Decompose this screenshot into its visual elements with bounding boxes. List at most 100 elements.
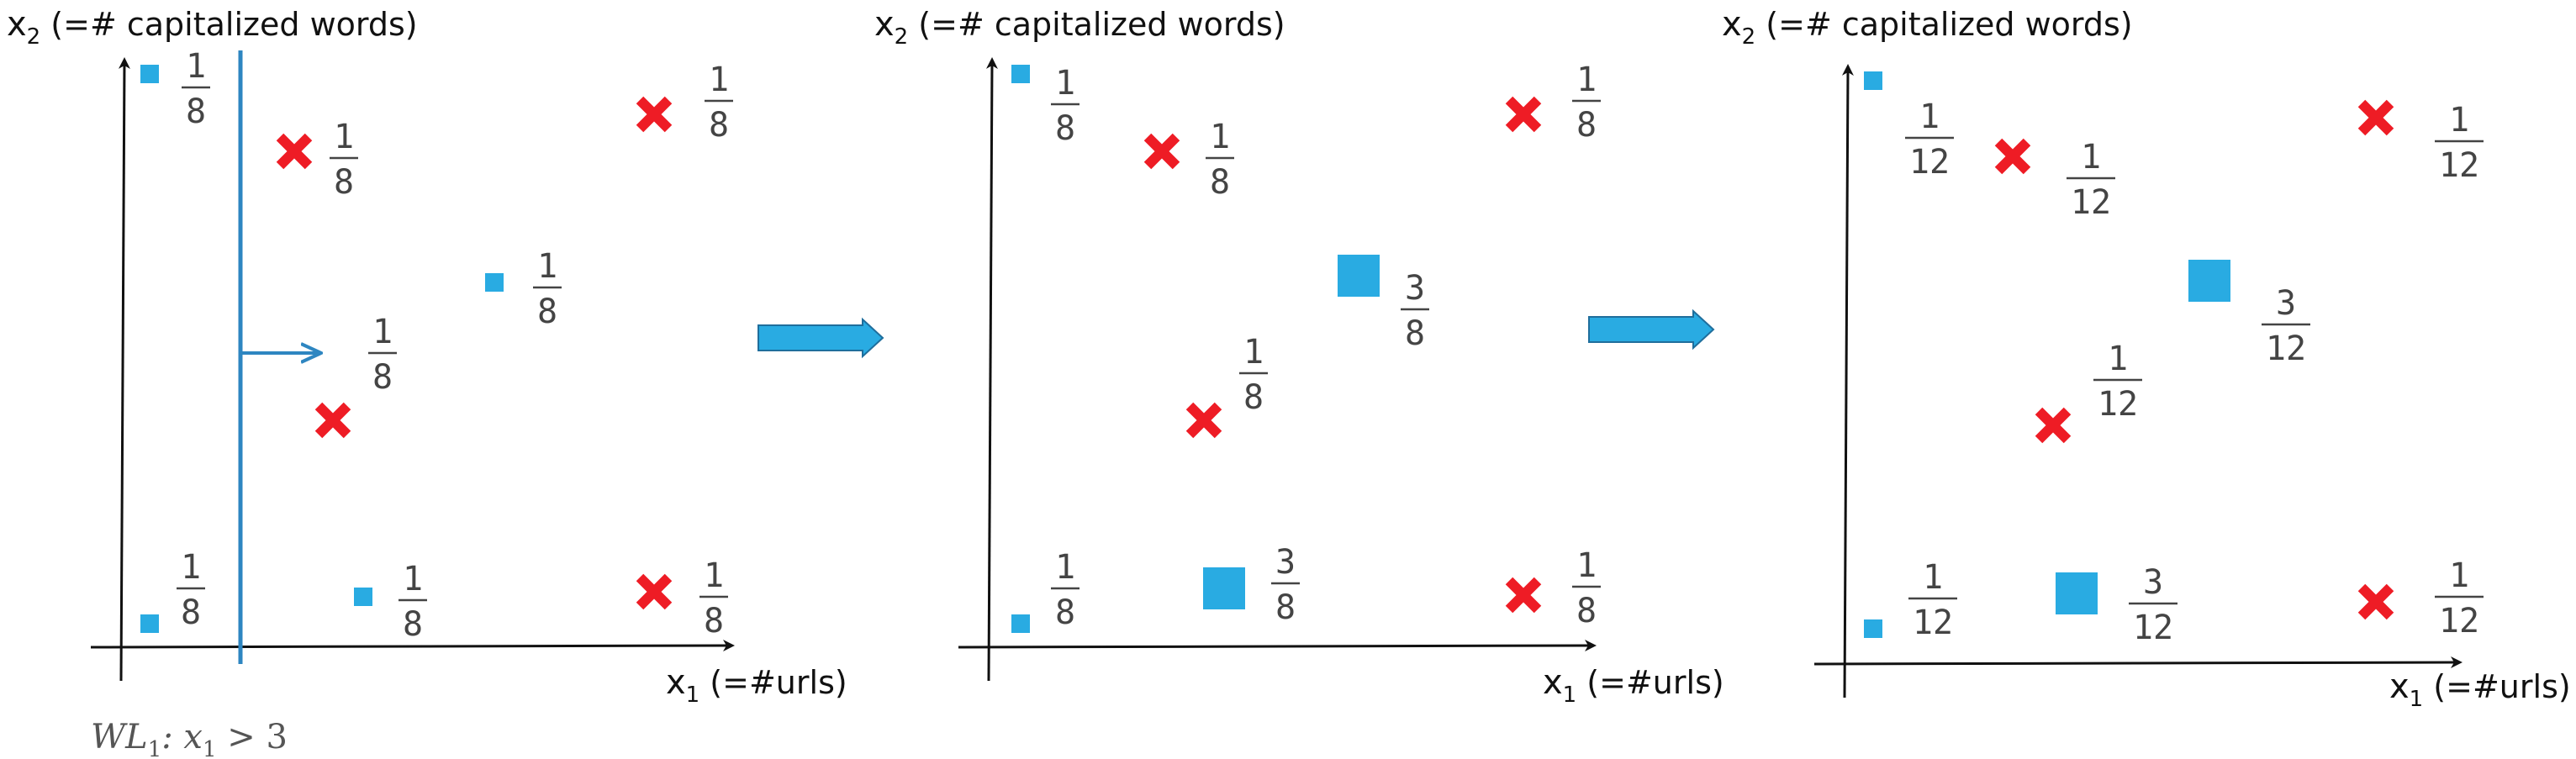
cross-stroke-b xyxy=(1185,402,1222,439)
panel-3-positive-point-1 xyxy=(1864,71,1882,90)
weight-denominator: 12 xyxy=(1909,143,1950,182)
weight-numerator: 1 xyxy=(537,247,557,286)
weight-denominator: 12 xyxy=(2071,183,2111,222)
weight-denominator: 12 xyxy=(2098,385,2138,424)
weight-denominator: 12 xyxy=(2133,609,2173,647)
panel-1-weight-1: 18 xyxy=(182,47,210,131)
weight-denominator: 8 xyxy=(1405,314,1425,353)
weight-denominator: 8 xyxy=(1576,592,1597,630)
weak-learner-label: WL1: x1 > 3 xyxy=(91,718,288,759)
weight-numerator: 3 xyxy=(1275,543,1296,582)
weight-numerator: 1 xyxy=(1923,558,1943,597)
panel-3-negative-point-8 xyxy=(2357,583,2394,620)
weight-numerator: 1 xyxy=(186,47,206,86)
panel-2-positive-point-1 xyxy=(1011,65,1030,83)
panel-3-positive-point-7 xyxy=(2056,572,2098,614)
weight-numerator: 1 xyxy=(1243,333,1264,372)
panel-3-weight-1: 112 xyxy=(1905,98,1954,182)
cross-stroke-b xyxy=(2357,99,2394,136)
panel-1-weight-3: 18 xyxy=(368,313,397,397)
panel-3-weight-8: 112 xyxy=(2435,556,2484,640)
panel-2-weight-5: 18 xyxy=(1572,61,1601,145)
weight-denominator: 8 xyxy=(709,106,729,145)
panel-2-weight-7: 38 xyxy=(1271,543,1300,627)
transition-arrow-2 xyxy=(1588,308,1715,351)
panel-3-positive-point-4 xyxy=(2188,260,2230,302)
cross-stroke-b xyxy=(276,133,313,170)
cross-stroke-b xyxy=(636,573,673,610)
panel-1-weight-2: 18 xyxy=(330,118,358,202)
cross-stroke-b xyxy=(314,402,351,439)
weight-denominator: 8 xyxy=(1576,106,1597,145)
panel-2-weight-6: 18 xyxy=(1051,548,1079,632)
weight-denominator: 8 xyxy=(704,602,724,640)
weight-numerator: 1 xyxy=(709,61,729,99)
weight-denominator: 8 xyxy=(372,358,393,397)
cross-stroke-b xyxy=(636,96,673,133)
panel-1-weight-4: 18 xyxy=(533,247,562,331)
panel-3-y-axis xyxy=(1841,64,1854,698)
panel-3-y-axis-label: x2 (=# capitalized words) xyxy=(1722,5,2133,50)
weight-numerator: 1 xyxy=(181,548,201,587)
weight-denominator: 8 xyxy=(1210,163,1230,202)
panel-1-x-axis xyxy=(90,640,735,652)
panel-2-negative-point-2 xyxy=(1143,133,1180,170)
panel-1-negative-point-2 xyxy=(276,133,313,170)
weight-denominator: 8 xyxy=(181,593,201,632)
weight-numerator: 1 xyxy=(2108,340,2128,378)
panel-3-weight-7: 312 xyxy=(2129,563,2177,647)
weight-denominator: 8 xyxy=(537,293,557,331)
weight-numerator: 1 xyxy=(2449,101,2469,140)
weight-numerator: 1 xyxy=(403,560,423,598)
weight-denominator: 12 xyxy=(2439,602,2479,640)
panel-2-positive-point-4 xyxy=(1338,255,1380,297)
panel-3-x-axis-label: x1 (=#urls) xyxy=(2389,667,2571,712)
panel-2-negative-point-5 xyxy=(1505,96,1542,133)
panel-2-weight-2: 18 xyxy=(1206,118,1234,202)
weight-numerator: 1 xyxy=(334,118,354,156)
weight-numerator: 1 xyxy=(1576,61,1597,99)
weight-numerator: 1 xyxy=(372,313,393,351)
weight-numerator: 3 xyxy=(2276,284,2296,323)
weight-numerator: 1 xyxy=(1210,118,1230,156)
panel-3-weight-2: 112 xyxy=(2067,138,2115,222)
panel-1-negative-point-5 xyxy=(636,96,673,133)
weight-numerator: 1 xyxy=(1919,98,1940,136)
panel-1-y-axis-label: x2 (=# capitalized words) xyxy=(7,5,418,50)
weight-denominator: 8 xyxy=(186,92,206,131)
panel-3-weight-4: 312 xyxy=(2262,284,2310,368)
panel-1-weight-5: 18 xyxy=(705,61,733,145)
panel-2-weight-1: 18 xyxy=(1051,64,1079,148)
panel-3-weight-3: 112 xyxy=(2093,340,2142,424)
panel-2-weight-8: 18 xyxy=(1572,546,1601,630)
panel-1-weight-6: 18 xyxy=(177,548,205,632)
cross-stroke-b xyxy=(2035,407,2072,444)
panel-3-weight-5: 112 xyxy=(2435,101,2484,185)
transition-arrow-1 xyxy=(757,317,884,359)
weight-denominator: 8 xyxy=(403,605,423,644)
panel-1-positive-point-7 xyxy=(354,588,372,606)
cross-stroke-b xyxy=(1143,133,1180,170)
panel-2-positive-point-6 xyxy=(1011,614,1030,633)
panel-2-weight-3: 18 xyxy=(1239,333,1268,417)
panel-2-weight-4: 38 xyxy=(1401,269,1429,353)
panel-3-negative-point-3 xyxy=(2035,407,2072,444)
panel-2-negative-point-8 xyxy=(1505,577,1542,614)
weight-numerator: 1 xyxy=(1055,548,1075,587)
weight-numerator: 1 xyxy=(1576,546,1597,585)
panel-3-negative-point-2 xyxy=(1994,138,2031,175)
weight-denominator: 8 xyxy=(1243,378,1264,417)
weight-numerator: 1 xyxy=(2449,556,2469,595)
weight-numerator: 3 xyxy=(1405,269,1425,308)
weight-numerator: 3 xyxy=(2143,563,2163,602)
panel-3-weight-6: 112 xyxy=(1908,558,1957,642)
panel-1-negative-point-3 xyxy=(314,402,351,439)
weight-numerator: 1 xyxy=(2081,138,2101,177)
panel-3-positive-point-6 xyxy=(1864,619,1882,638)
panel-1-weight-7: 18 xyxy=(399,560,427,644)
panel-3-x-axis xyxy=(1813,656,2463,669)
panel-2-positive-point-7 xyxy=(1203,567,1245,609)
panel-1-positive-point-4 xyxy=(485,273,504,292)
cross-stroke-b xyxy=(1994,138,2031,175)
